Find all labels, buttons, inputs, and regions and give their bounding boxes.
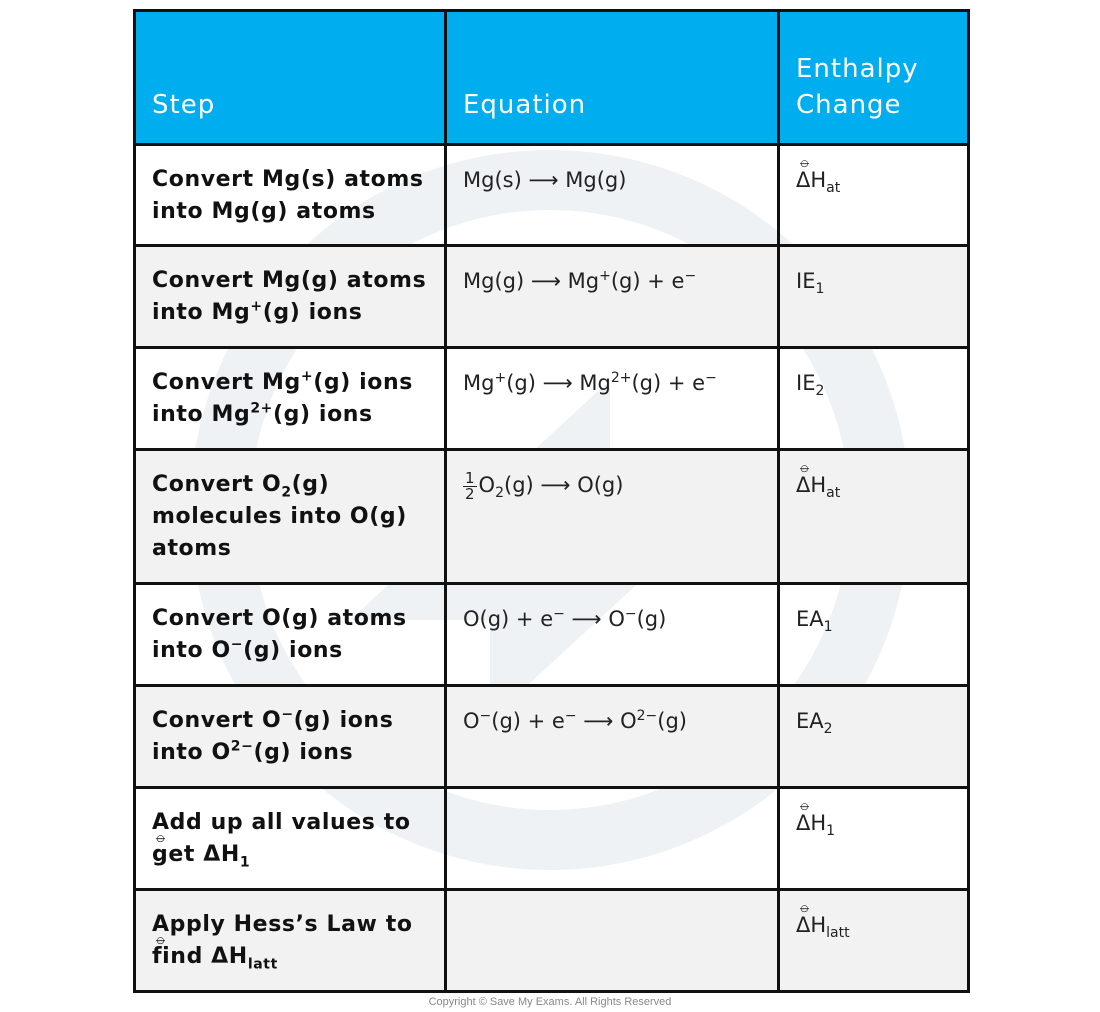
equation-cell: 1 2 O2(g) ⟶ O(g): [444, 448, 780, 585]
step-cell: Convert Mg+(g) ions into Mg2+(g) ions: [133, 346, 447, 451]
equation-cell: O−(g) + e− ⟶ O2−(g): [444, 684, 780, 789]
table-row: Convert O(g) atoms into O−(g) ions O(g) …: [133, 582, 970, 687]
enthalpy-cell: EA1: [777, 582, 970, 687]
equation-cell: Mg+(g) ⟶ Mg2+(g) + e−: [444, 346, 780, 451]
step-cell: Convert O−(g) ions into O2−(g) ions: [133, 684, 447, 789]
table-row: Add up all values to get ΔH1 ΔH1: [133, 786, 970, 891]
table-row: Convert O2(g) molecules into O(g) atoms …: [133, 448, 970, 585]
table-row: Convert Mg(s) atoms into Mg(g) atoms Mg(s…: [133, 143, 970, 247]
born-haber-steps-table: Step Equation Enthalpy Change Convert Mg(…: [133, 9, 970, 993]
equation-cell: O(g) + e− ⟶ O−(g): [444, 582, 780, 687]
header-step: Step: [133, 9, 447, 146]
enthalpy-cell: IE2: [777, 346, 970, 451]
step-cell: Convert Mg(g) atoms into Mg+(g) ions: [133, 244, 447, 349]
table-row: Apply Hess’s Law to find ΔHlatt ΔHlatt: [133, 888, 970, 993]
enthalpy-cell: ΔHat: [777, 143, 970, 247]
header-enthalpy-change: Enthalpy Change: [777, 9, 970, 146]
equation-cell: Mg(s) ⟶ Mg(g): [444, 143, 780, 247]
step-cell: Convert Mg(s) atoms into Mg(g) atoms: [133, 143, 447, 247]
equation-cell: [444, 888, 780, 993]
table-row: Convert O−(g) ions into O2−(g) ions O−(g…: [133, 684, 970, 789]
equation-cell: [444, 786, 780, 891]
step-cell: Convert O(g) atoms into O−(g) ions: [133, 582, 447, 687]
copyright-notice: Copyright © Save My Exams. All Rights Re…: [428, 996, 672, 1008]
step-cell: Add up all values to get ΔH1: [133, 786, 447, 891]
enthalpy-cell: EA2: [777, 684, 970, 789]
equation-cell: Mg(g) ⟶ Mg+(g) + e−: [444, 244, 780, 349]
enthalpy-cell: ΔH1: [777, 786, 970, 891]
table-row: Convert Mg(g) atoms into Mg+(g) ions Mg(…: [133, 244, 970, 349]
table-row: Convert Mg+(g) ions into Mg2+(g) ions Mg…: [133, 346, 970, 451]
step-cell: Apply Hess’s Law to find ΔHlatt: [133, 888, 447, 993]
enthalpy-cell: ΔHlatt: [777, 888, 970, 993]
enthalpy-cell: IE1: [777, 244, 970, 349]
header-equation: Equation: [444, 9, 780, 146]
enthalpy-cell: ΔHat: [777, 448, 970, 585]
step-cell: Convert O2(g) molecules into O(g) atoms: [133, 448, 447, 585]
